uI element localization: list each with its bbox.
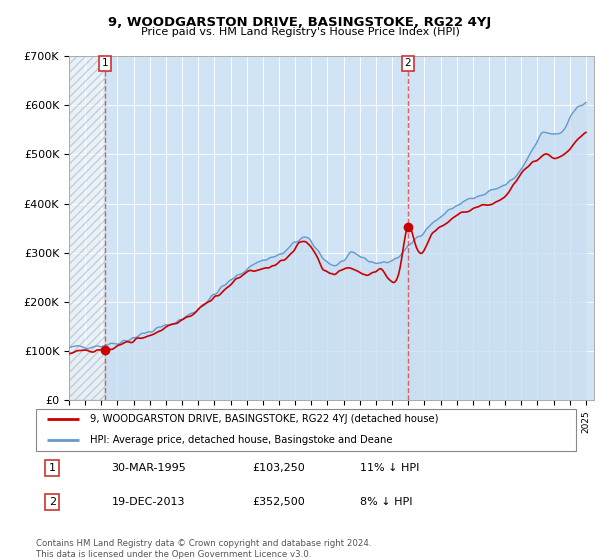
Text: 1: 1 [49, 463, 56, 473]
Text: 1: 1 [102, 58, 109, 68]
Text: 9, WOODGARSTON DRIVE, BASINGSTOKE, RG22 4YJ (detached house): 9, WOODGARSTON DRIVE, BASINGSTOKE, RG22 … [90, 414, 439, 424]
Text: 11% ↓ HPI: 11% ↓ HPI [360, 463, 419, 473]
Text: £103,250: £103,250 [252, 463, 305, 473]
Text: Price paid vs. HM Land Registry's House Price Index (HPI): Price paid vs. HM Land Registry's House … [140, 27, 460, 37]
FancyBboxPatch shape [36, 409, 576, 451]
Text: Contains HM Land Registry data © Crown copyright and database right 2024.
This d: Contains HM Land Registry data © Crown c… [36, 539, 371, 559]
Text: 19-DEC-2013: 19-DEC-2013 [112, 497, 185, 507]
Text: 8% ↓ HPI: 8% ↓ HPI [360, 497, 413, 507]
Text: 2: 2 [49, 497, 56, 507]
Text: 9, WOODGARSTON DRIVE, BASINGSTOKE, RG22 4YJ: 9, WOODGARSTON DRIVE, BASINGSTOKE, RG22 … [109, 16, 491, 29]
Text: £352,500: £352,500 [252, 497, 305, 507]
Text: 2: 2 [404, 58, 411, 68]
Text: 30-MAR-1995: 30-MAR-1995 [112, 463, 187, 473]
Text: HPI: Average price, detached house, Basingstoke and Deane: HPI: Average price, detached house, Basi… [90, 435, 392, 445]
